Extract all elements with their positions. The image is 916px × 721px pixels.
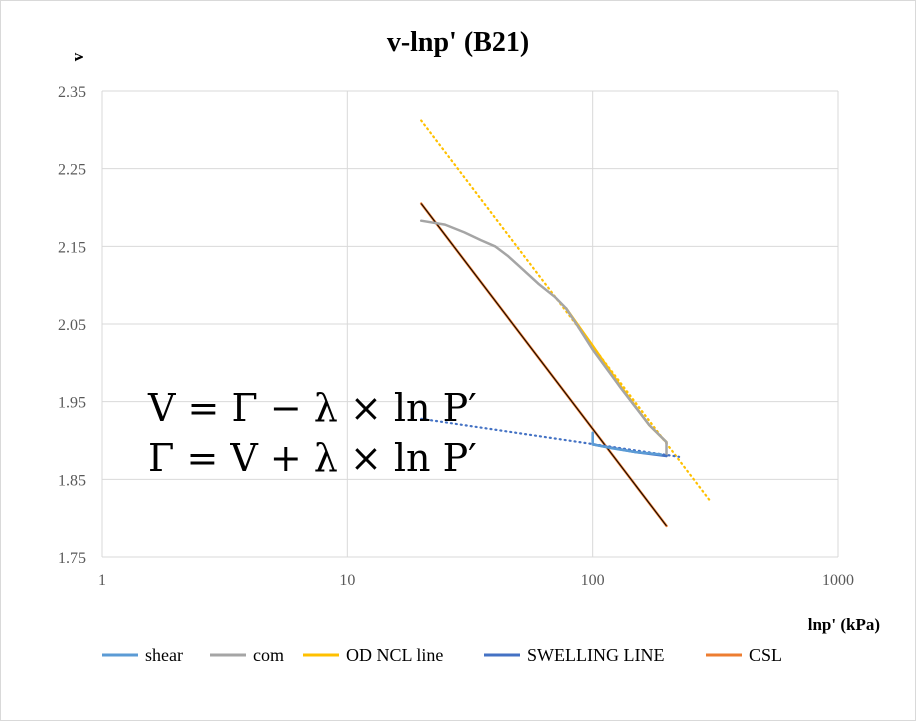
grid — [101, 90, 839, 558]
legend-item-com: com — [210, 645, 284, 665]
legend-label: SWELLING LINE — [527, 645, 664, 665]
series-od-ncl-line-trend — [420, 119, 711, 502]
series-shear — [591, 431, 663, 456]
y-tick-label: 1.85 — [58, 472, 86, 489]
legend-label: com — [253, 645, 284, 665]
y-tick-label: 1.95 — [58, 395, 86, 412]
y-tick-label: 2.15 — [58, 239, 86, 256]
equation-line-2: Γ = V + λ × ln P′ — [148, 436, 477, 480]
legend-item-shear: shear — [102, 645, 183, 665]
legend-label: shear — [145, 645, 183, 665]
legend-item-od-ncl-line: OD NCL line — [303, 645, 443, 665]
series-com — [419, 219, 668, 458]
x-tick-label: 100 — [581, 572, 605, 589]
y-axis-title: v — [68, 52, 87, 61]
legend-item-swelling-line: SWELLING LINE — [484, 645, 664, 665]
equation-line-1: V = Γ − λ × ln P′ — [147, 386, 477, 430]
legend-label: OD NCL line — [346, 645, 443, 665]
legend: shear com OD NCL line SWELLING LINE CSL — [102, 645, 782, 665]
x-tick-label: 1000 — [822, 572, 854, 589]
x-axis-title: lnp' (kPa) — [808, 615, 880, 634]
series-csl-trendline — [420, 203, 667, 527]
equation-annotation: V = Γ − λ × ln P′ Γ = V + λ × ln P′ — [147, 386, 477, 480]
y-tick-label: 1.75 — [58, 550, 86, 567]
tick-labels: 1.75 1.85 1.95 2.05 2.15 2.25 2.35 1 10 100 1000 — [58, 84, 854, 589]
y-tick-label: 2.05 — [58, 317, 86, 334]
series-od-ncl-line — [564, 307, 668, 444]
y-tick-label: 2.35 — [58, 84, 86, 101]
x-tick-label: 1 — [98, 572, 106, 589]
series-swelling-line-trend — [420, 417, 681, 458]
y-tick-label: 2.25 — [58, 162, 86, 179]
legend-label: CSL — [749, 645, 782, 665]
series-group — [419, 119, 711, 528]
legend-item-csl: CSL — [706, 645, 782, 665]
x-tick-label: 10 — [339, 572, 355, 589]
chart-title: v-lnp' (B21) — [387, 27, 529, 58]
